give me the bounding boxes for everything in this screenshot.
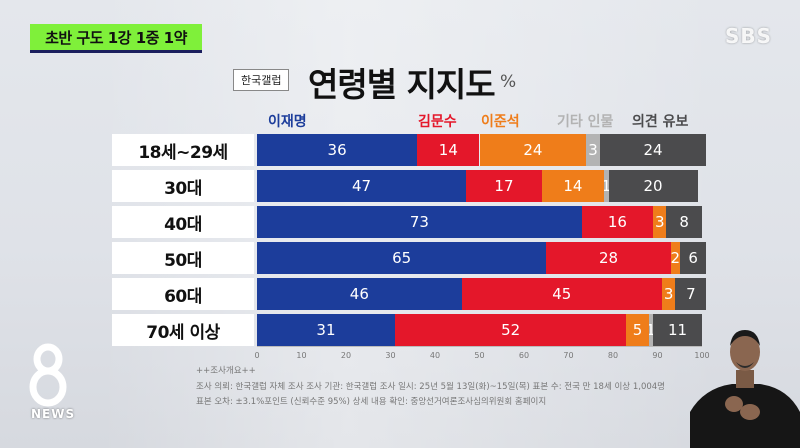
x-tick-label: 50 — [474, 351, 485, 360]
row-label-18-29: 18세~29세 — [112, 134, 254, 166]
bar-segment: 45 — [461, 278, 662, 310]
bar-segment: 3 — [586, 134, 600, 166]
x-tick-label: 80 — [607, 351, 619, 360]
bar-segment: 24 — [479, 134, 587, 166]
legend-undecided: 의견 유보 — [632, 114, 689, 130]
bar-segment: 28 — [546, 242, 671, 274]
bar-segment: 1 — [648, 314, 654, 346]
headline-underline — [30, 50, 202, 53]
row-label-40s: 40대 — [112, 206, 254, 238]
x-tick-label: 70 — [563, 351, 574, 360]
bar-segment: 36 — [257, 134, 418, 166]
x-tick-label: 90 — [652, 351, 663, 360]
source-badge: 한국갤럽 — [233, 69, 290, 91]
x-tick-label: 40 — [429, 351, 441, 360]
survey-note-header: ++조사개요++ — [196, 366, 256, 376]
survey-note-line2: 표본 오차: ±3.1%포인트 (신뢰수준 95%) 상세 내용 확인: 중앙선… — [196, 397, 547, 407]
bar-segment: 8 — [666, 206, 702, 238]
bar-segment: 52 — [394, 314, 627, 346]
x-axis-line — [257, 346, 702, 347]
legend-other: 기타 인물 — [557, 114, 614, 130]
bar-segment: 2 — [670, 242, 680, 274]
bar-segment: 11 — [653, 314, 702, 346]
headline-caption: 초반 구도 1강 1중 1약 — [30, 24, 202, 50]
bar-segment: 6 — [679, 242, 707, 274]
x-tick-label: 60 — [518, 351, 530, 360]
bar-segment: 3 — [653, 206, 667, 238]
sbs-news-8-logo — [29, 343, 67, 407]
bar-segment: 1 — [604, 170, 609, 202]
bar-segment: 14 — [541, 170, 605, 202]
bar-segment: 47 — [257, 170, 467, 202]
sign-language-interpreter — [690, 330, 800, 448]
x-tick-label: 0 — [254, 351, 260, 360]
chart-title: 연령별 지지도 — [308, 65, 496, 104]
sbs-logo: SBS — [724, 24, 772, 48]
bar-segment: 20 — [608, 170, 698, 202]
bar-segment: 7 — [675, 278, 707, 310]
bar-segment: 31 — [257, 314, 395, 346]
row-label-70-plus: 70세 이상 — [112, 314, 254, 346]
x-tick-label: 30 — [385, 351, 396, 360]
x-tick-label: 10 — [296, 351, 307, 360]
legend-lee-jaemyung: 이재명 — [268, 114, 307, 130]
bar-segment: 14 — [417, 134, 480, 166]
survey-note-line1: 조사 의뢰: 한국갤럽 자체 조사 조사 기관: 한국갤럽 조사 일시: 25년… — [196, 382, 665, 392]
news-label: NEWS — [31, 407, 76, 421]
legend-lee-junseok: 이준석 — [481, 114, 520, 130]
bar-segment: 3 — [661, 278, 676, 310]
bar-segment: 16 — [581, 206, 654, 238]
bar-segment: 73 — [257, 206, 582, 238]
row-label-30s: 30대 — [112, 170, 254, 202]
row-label-60s: 60대 — [112, 278, 254, 310]
x-tick-label: 100 — [694, 351, 710, 360]
bar-segment: 46 — [257, 278, 462, 310]
bar-segment: 5 — [626, 314, 649, 346]
legend-kim-moonsoo: 김문수 — [418, 114, 457, 130]
row-label-50s: 50대 — [112, 242, 254, 274]
x-tick-label: 20 — [340, 351, 352, 360]
bar-segment: 24 — [599, 134, 707, 166]
bar-segment: 65 — [257, 242, 547, 274]
chart-unit: % — [500, 72, 517, 92]
bar-segment: 17 — [466, 170, 542, 202]
